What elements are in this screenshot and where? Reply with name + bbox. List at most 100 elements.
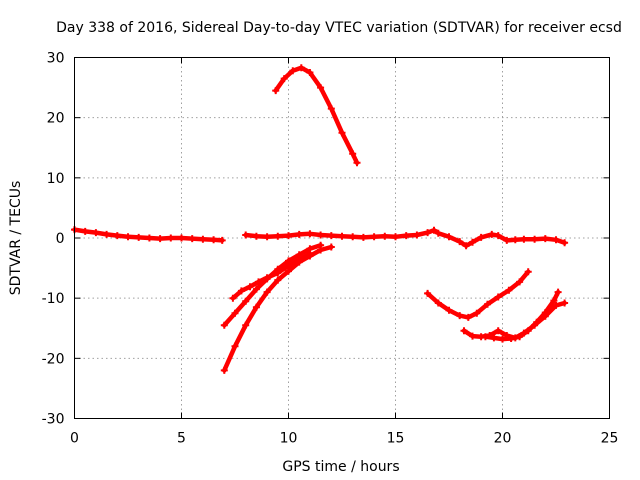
data-point-marker: [338, 129, 346, 137]
data-point-marker: [199, 235, 207, 243]
data-point-marker: [255, 278, 262, 286]
data-point-marker: [541, 309, 549, 317]
x-tick-label: 15: [387, 431, 405, 447]
data-point-marker: [464, 313, 472, 321]
data-point-marker: [434, 299, 442, 307]
x-tick-label: 25: [601, 431, 619, 447]
data-point-marker: [220, 366, 228, 374]
data-point-marker: [511, 236, 519, 244]
data-point-marker: [274, 276, 282, 284]
data-point-marker: [445, 233, 453, 241]
data-point-marker: [505, 286, 513, 294]
data-point-marker: [252, 285, 260, 293]
data-point-marker: [210, 236, 218, 244]
data-point-marker: [531, 235, 539, 243]
data-point-marker: [242, 321, 250, 329]
data-point-marker: [349, 150, 357, 158]
data-point-marker: [252, 303, 260, 311]
data-point-marker: [503, 236, 511, 244]
axis-ticks: 0 5 10 15 20 25 -30 -20 -10 0 10 20 30: [42, 51, 619, 447]
data-point-marker: [317, 241, 325, 249]
data-point-marker: [246, 283, 254, 291]
data-point-marker: [295, 256, 303, 264]
data-point-marker: [561, 299, 569, 307]
data-point-marker: [263, 274, 271, 282]
data-point-marker: [237, 287, 245, 295]
data-point-marker: [231, 342, 239, 350]
data-point-marker: [520, 235, 528, 243]
data-point-marker: [516, 333, 524, 341]
data-point-marker: [460, 327, 468, 335]
data-point-marker: [490, 334, 498, 342]
data-point-marker: [494, 327, 502, 335]
data-point-marker: [274, 232, 282, 240]
data-point-marker: [317, 84, 325, 92]
data-point-marker: [103, 230, 111, 238]
data-point-marker: [402, 232, 410, 240]
data-point-marker: [135, 233, 143, 241]
data-point-marker: [533, 318, 541, 326]
data-point-marker: [456, 238, 464, 246]
data-point-marker: [499, 335, 506, 343]
data-point-marker: [469, 238, 476, 246]
data-point-marker: [430, 226, 438, 234]
series-track-3: [272, 64, 361, 167]
data-point-marker: [561, 239, 569, 247]
data-point-marker: [353, 159, 361, 167]
data-point-marker: [306, 230, 314, 238]
data-point-marker: [473, 309, 481, 317]
data-point-marker: [81, 227, 89, 235]
data-point-marker: [92, 229, 100, 237]
data-point-marker: [477, 233, 485, 241]
data-point-marker: [220, 321, 228, 329]
data-point-marker: [306, 69, 314, 76]
data-point-marker: [252, 232, 260, 240]
data-point-marker: [242, 231, 250, 239]
series-track-2: [242, 226, 569, 250]
data-point-marker: [392, 233, 399, 241]
data-point-marker: [289, 67, 297, 75]
y-tick-label: -20: [42, 351, 65, 367]
data-point-marker: [229, 294, 237, 302]
data-point-marker: [524, 268, 532, 276]
x-tick-label: 5: [177, 431, 186, 447]
y-axis-label: SDTVAR / TECUs: [8, 181, 24, 296]
data-point-marker: [156, 235, 164, 243]
data-point-marker: [481, 333, 489, 341]
data-point-marker: [494, 293, 502, 301]
data-point-marker: [113, 232, 121, 240]
data-point-marker: [554, 288, 562, 296]
data-point-marker: [507, 335, 515, 342]
series-track-6: [229, 250, 314, 302]
data-point-marker: [349, 233, 357, 241]
data-point-marker: [516, 278, 524, 286]
data-point-marker: [167, 234, 175, 242]
x-tick-label: 20: [494, 431, 512, 447]
data-point-marker: [552, 236, 560, 244]
y-tick-label: 30: [47, 51, 65, 67]
data-point-marker: [280, 75, 288, 83]
data-point-marker: [263, 288, 271, 296]
data-point-marker: [178, 234, 185, 242]
data-point-marker: [445, 306, 453, 314]
x-axis-label: GPS time / hours: [282, 459, 399, 475]
data-point-marker: [381, 232, 389, 240]
data-point-marker: [285, 262, 292, 270]
data-point-marker: [327, 243, 335, 251]
data-point-marker: [327, 232, 335, 240]
data-point-marker: [462, 242, 470, 250]
data-point-marker: [263, 233, 271, 241]
data-point-marker: [424, 229, 432, 237]
data-point-marker: [359, 233, 367, 241]
chart-title: Day 338 of 2016, Sidereal Day-to-day VTE…: [56, 20, 622, 36]
data-point-marker: [285, 232, 292, 240]
data-point-marker: [370, 233, 378, 241]
series-track-9: [481, 288, 562, 343]
data-point-marker: [552, 301, 560, 309]
data-point-marker: [317, 231, 325, 239]
data-point-marker: [124, 233, 132, 241]
series-track-7: [424, 268, 532, 321]
data-point-marker: [188, 235, 196, 243]
data-point-marker: [274, 269, 282, 277]
